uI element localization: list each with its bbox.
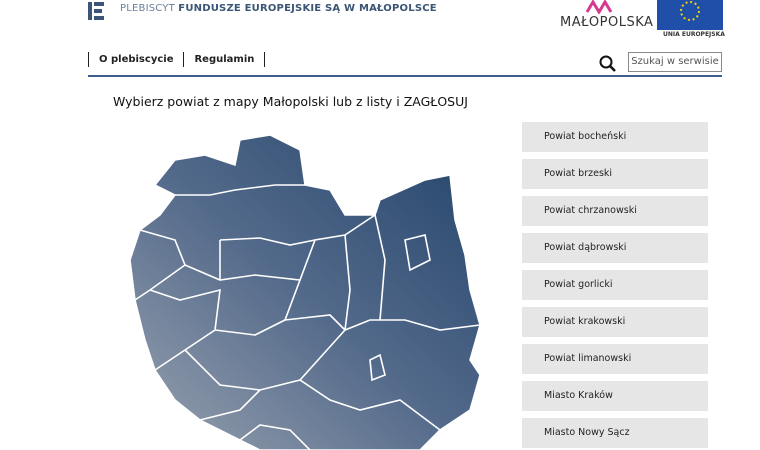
nav: O plebiscycie Regulamin <box>88 52 266 67</box>
site-logo <box>88 2 104 20</box>
district-item[interactable]: Powiat chrzanowski <box>522 196 708 226</box>
map <box>129 134 481 450</box>
district-item[interactable]: Powiat gorlicki <box>522 270 708 300</box>
district-item[interactable]: Powiat brzeski <box>522 159 708 189</box>
nav-link[interactable]: Regulamin <box>184 52 266 67</box>
map-borders <box>134 184 481 450</box>
region-logo-mark <box>585 0 613 14</box>
eu-flag <box>657 0 723 30</box>
site-title: PLEBISCYT FUNDUSZE EUROPEJSKIE SĄ W MAŁO… <box>120 3 437 14</box>
district-item[interactable]: Miasto Kraków <box>522 381 708 411</box>
map-region[interactable] <box>129 134 481 450</box>
district-item[interactable]: Powiat limanowski <box>522 344 708 374</box>
search-icon[interactable] <box>598 54 618 74</box>
nav-divider <box>88 75 722 77</box>
district-item[interactable]: Powiat krakowski <box>522 307 708 337</box>
region-logo: MAŁOPOLSKA <box>560 15 654 30</box>
nav-link[interactable]: O plebiscycie <box>88 52 185 67</box>
search-input[interactable]: Szukaj w serwisie <box>628 52 722 72</box>
eu-label: UNIA EUROPEJSKA <box>663 31 725 38</box>
district-item[interactable]: Powiat dąbrowski <box>522 233 708 263</box>
district-item[interactable]: Miasto Nowy Sącz <box>522 418 708 448</box>
heading: Wybierz powiat z mapy Małopolski lub z l… <box>113 94 468 109</box>
district-item[interactable]: Powiat bocheński <box>522 122 708 152</box>
